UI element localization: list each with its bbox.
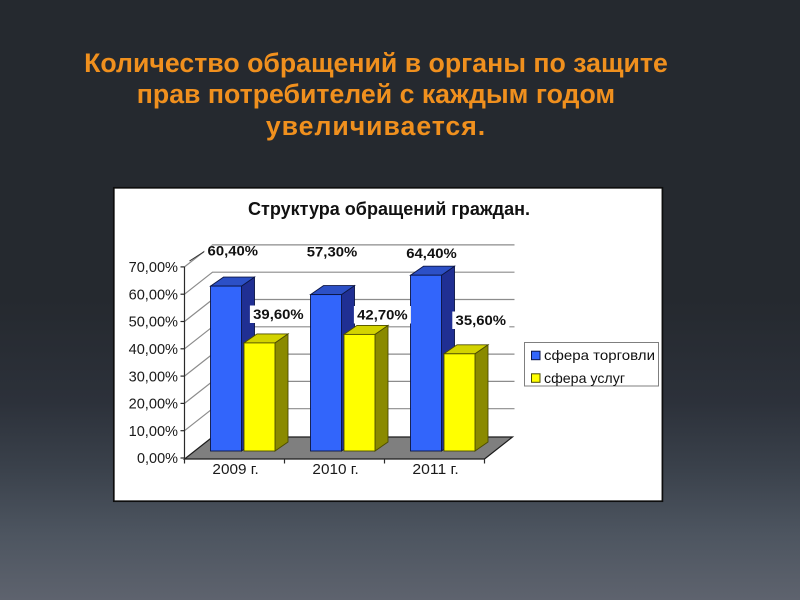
- svg-text:60,40%: 60,40%: [208, 242, 259, 258]
- svg-text:сфера услуг: сфера услуг: [544, 370, 625, 386]
- svg-text:64,40%: 64,40%: [406, 245, 457, 261]
- svg-text:сфера торговли: сфера торговли: [544, 347, 655, 363]
- svg-text:2009 г.: 2009 г.: [212, 461, 258, 478]
- svg-text:Структура обращений граждан.: Структура обращений граждан.: [248, 199, 530, 219]
- svg-text:10,00%: 10,00%: [129, 423, 178, 440]
- svg-text:42,70%: 42,70%: [357, 306, 408, 322]
- svg-text:30,00%: 30,00%: [129, 368, 178, 385]
- svg-text:40,00%: 40,00%: [129, 341, 178, 358]
- svg-text:35,60%: 35,60%: [456, 312, 507, 328]
- svg-text:70,00%: 70,00%: [129, 259, 178, 276]
- svg-text:60,00%: 60,00%: [129, 286, 178, 303]
- svg-text:50,00%: 50,00%: [129, 314, 178, 331]
- svg-text:2011 г.: 2011 г.: [412, 461, 458, 478]
- svg-text:2010 г.: 2010 г.: [312, 461, 358, 478]
- svg-text:57,30%: 57,30%: [307, 243, 358, 259]
- svg-text:0,00%: 0,00%: [137, 450, 178, 467]
- svg-text:20,00%: 20,00%: [129, 396, 178, 413]
- svg-text:39,60%: 39,60%: [253, 306, 304, 322]
